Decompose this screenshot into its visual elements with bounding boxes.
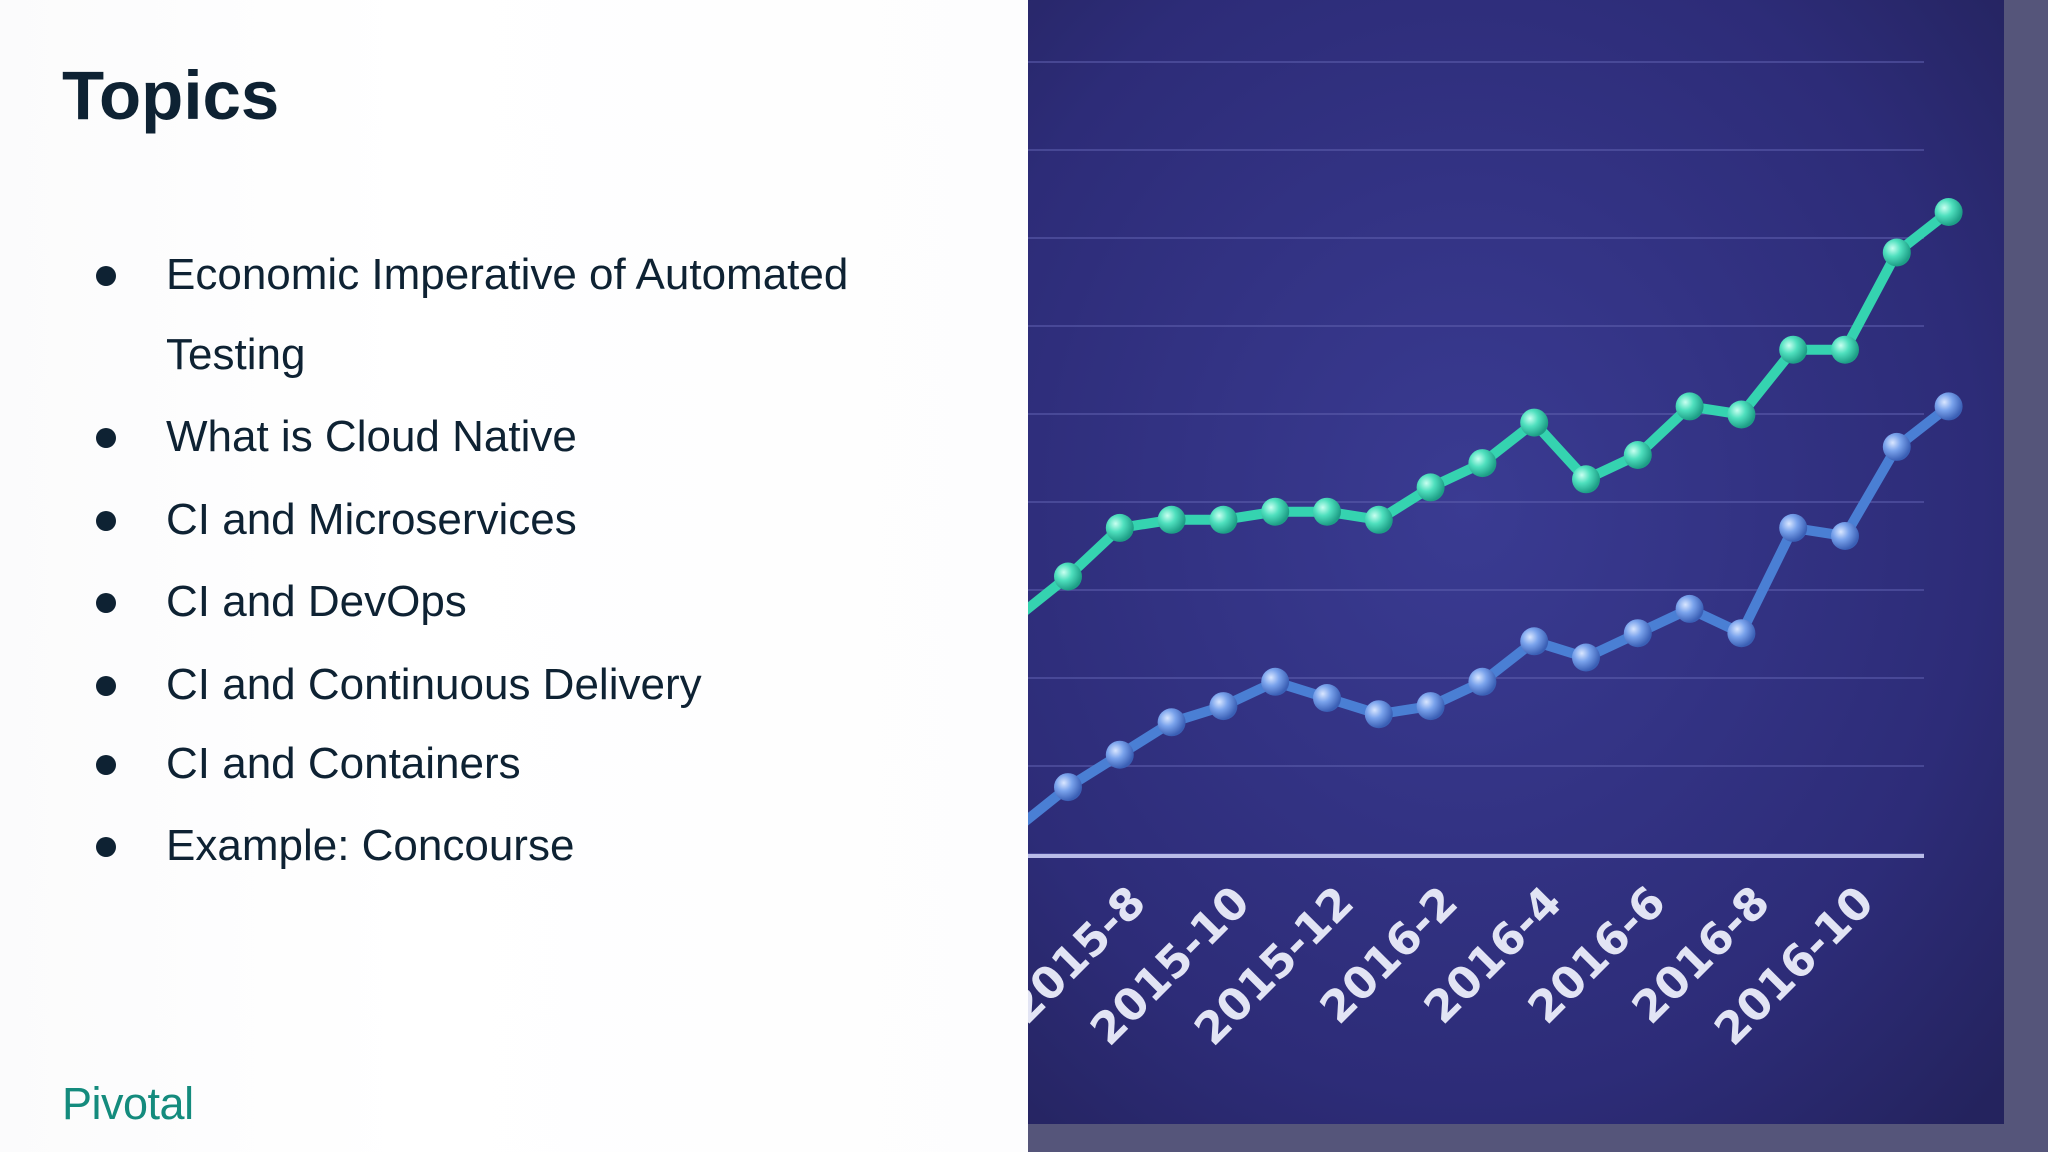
series-bottom-point xyxy=(1209,692,1238,721)
series-bottom-point xyxy=(1105,740,1134,769)
series-bottom-point xyxy=(1261,667,1290,696)
series-top-point xyxy=(1623,441,1652,469)
topic-label: Economic Imperative of Automated xyxy=(166,250,849,299)
series-top-point xyxy=(1157,505,1186,534)
series-bottom-point xyxy=(1572,643,1600,672)
series-top-point xyxy=(1054,562,1082,591)
chart-background xyxy=(1028,0,2004,1124)
slide-title: Topics xyxy=(62,57,280,134)
series-top-point xyxy=(1727,400,1756,429)
series-top-point xyxy=(1934,198,1963,226)
series-bottom-point xyxy=(1416,692,1445,721)
series-bottom-point xyxy=(1054,773,1082,802)
bullet-icon xyxy=(96,593,116,613)
series-bottom-point xyxy=(1364,700,1393,729)
series-top-point xyxy=(1209,505,1238,534)
series-bottom-point xyxy=(1157,708,1186,737)
bullet-icon xyxy=(96,837,116,857)
series-top-point xyxy=(1831,335,1859,364)
series-bottom-point xyxy=(1934,392,1963,421)
series-bottom-point xyxy=(1520,627,1549,656)
bullet-icon xyxy=(96,266,116,286)
series-top-point xyxy=(1105,513,1134,542)
bullet-icon xyxy=(96,755,116,775)
series-top-point xyxy=(1572,465,1600,494)
topic-label: CI and Containers xyxy=(166,739,521,788)
topic-label: CI and Continuous Delivery xyxy=(166,660,702,709)
series-bottom-point xyxy=(1831,522,1859,550)
topic-label: Example: Concourse xyxy=(166,821,575,870)
series-top-point xyxy=(1520,408,1549,437)
series-bottom-point xyxy=(1675,594,1704,623)
topic-label-continued: Testing xyxy=(166,330,306,379)
series-top-point xyxy=(1261,497,1290,526)
series-top-point xyxy=(1675,392,1704,421)
series-top-point xyxy=(1416,473,1445,502)
chart-frame-bottom xyxy=(1028,1124,2048,1152)
chart-frame-right xyxy=(2004,0,2048,1152)
series-bottom-point xyxy=(1779,513,1808,542)
series-top-point xyxy=(1779,335,1808,364)
bullet-icon xyxy=(96,511,116,531)
series-bottom-point xyxy=(1313,684,1341,712)
topic-label: CI and DevOps xyxy=(166,577,467,626)
series-bottom-point xyxy=(1468,667,1497,696)
series-bottom-point xyxy=(1882,432,1911,461)
series-top-point xyxy=(1468,449,1497,478)
topic-label: What is Cloud Native xyxy=(166,412,577,461)
brand-name: Pivotal xyxy=(62,1078,194,1129)
series-bottom-point xyxy=(1623,619,1652,648)
series-bottom-point xyxy=(1727,619,1756,648)
line-chart: 2015-82015-102015-122016-22016-42016-620… xyxy=(1028,0,2048,1152)
chart-image: 2015-8 2015-10 2015-12 2016-2 2016-4 2016-6 20… xyxy=(1028,0,2048,1152)
bullet-icon xyxy=(96,676,116,696)
topic-label: CI and Microservices xyxy=(166,495,577,544)
series-top-point xyxy=(1313,497,1341,526)
series-top-point xyxy=(1882,238,1911,267)
slide-content: Topics Economic Imperative of Automated … xyxy=(0,0,1028,1152)
pivotal-logo: Pivotal xyxy=(62,1078,194,1130)
series-top-point xyxy=(1364,505,1393,534)
bullet-icon xyxy=(96,428,116,448)
